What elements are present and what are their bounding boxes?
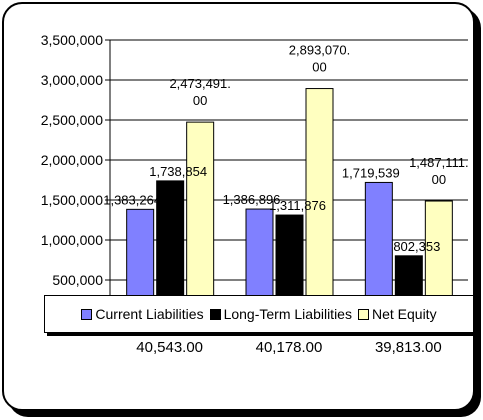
legend-label: Net Equity xyxy=(371,306,437,322)
bar-net-equity-1 xyxy=(305,88,334,321)
category-label: 39,813.00 xyxy=(375,339,442,356)
legend-label: Current Liabilities xyxy=(95,306,204,322)
category-label: 40,543.00 xyxy=(136,339,203,356)
legend-item: Net Equity xyxy=(357,306,437,322)
chart-frame xyxy=(2,2,475,411)
y-tick-label: 2,000,000 xyxy=(41,152,103,168)
y-axis-ticks: 500,000 1,000,000 1,500,000 2,000,000 2,500,… xyxy=(41,32,110,288)
legend-item: Current Liabilities xyxy=(81,306,204,322)
y-tick-label: 1,500,000 xyxy=(41,192,103,208)
legend-swatch xyxy=(81,308,93,320)
data-label: 1,738,854 xyxy=(149,164,207,179)
data-label: 2,893,070. 00 xyxy=(289,43,350,75)
legend: Current Liabilities Long-Term Liabilities… xyxy=(44,295,474,333)
data-label: 1,311,876 xyxy=(269,198,326,213)
y-tick-label: 3,500,000 xyxy=(41,32,103,48)
data-label: 1,719,539 xyxy=(342,165,400,180)
y-tick-label: 3,000,000 xyxy=(41,72,103,88)
y-tick-label: 2,500,000 xyxy=(41,112,103,128)
data-label: 1,487,111. 00 xyxy=(409,155,469,187)
data-label: 802,353 xyxy=(393,239,440,254)
legend-swatch xyxy=(357,308,369,320)
bar-net-equity-0 xyxy=(186,121,215,321)
data-label: 1,386,896 xyxy=(223,192,281,207)
legend-swatch xyxy=(209,308,221,320)
category-labels: 40,543.00 40,178.00 39,813.00 xyxy=(136,339,441,356)
data-label: 2,473,491. 00 xyxy=(169,76,230,108)
category-label: 40,178.00 xyxy=(256,339,323,356)
y-tick-label: 1,000,000 xyxy=(41,232,103,248)
legend-label: Long-Term Liabilities xyxy=(223,306,352,322)
y-tick-label: 500,000 xyxy=(52,272,103,288)
data-label: 1,383,264 xyxy=(103,192,161,207)
legend-item: Long-Term Liabilities xyxy=(209,306,352,322)
